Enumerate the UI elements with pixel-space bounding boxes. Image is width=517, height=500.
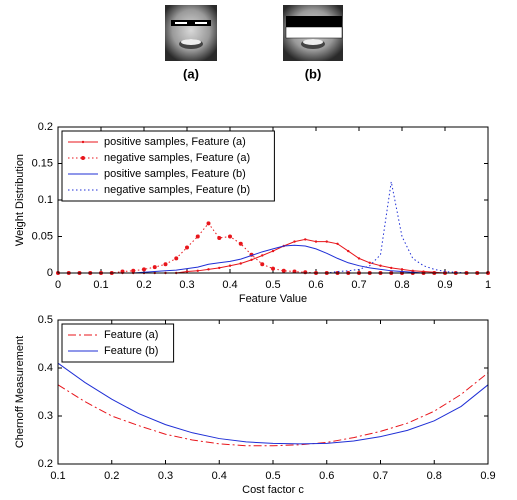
- point: [239, 262, 242, 265]
- series-line: [57, 372, 489, 447]
- x-tick-label: 0.6: [308, 279, 323, 291]
- legend-box: [61, 323, 175, 363]
- point: [206, 221, 211, 226]
- legend-label: negative samples, Feature (b): [104, 184, 250, 196]
- point: [152, 265, 157, 270]
- x-tick-label: 0.5: [265, 470, 280, 482]
- point: [325, 240, 328, 243]
- x-axis-label: Feature Value: [239, 293, 307, 305]
- face-b: [283, 5, 343, 61]
- face-a: [165, 5, 217, 61]
- x-tick-label: 0.8: [394, 279, 409, 291]
- point: [314, 240, 318, 243]
- panel-label: (b): [305, 66, 322, 81]
- y-axis-label: Chernoff Measurement: [14, 336, 26, 448]
- point: [207, 268, 210, 271]
- legend-label: positive samples, Feature (a): [104, 136, 246, 148]
- point: [261, 254, 264, 257]
- x-axis-label: Cost factor c: [242, 484, 304, 495]
- x-tick-label: 0.1: [93, 279, 108, 291]
- point: [218, 266, 221, 270]
- point: [142, 267, 146, 272]
- point: [271, 249, 275, 253]
- y-tick-label: 0.3: [38, 410, 53, 422]
- x-tick-label: 0.6: [319, 470, 334, 482]
- y-tick-label: 0.2: [38, 121, 53, 133]
- point: [185, 245, 189, 250]
- legend-marker: [81, 140, 85, 144]
- point: [238, 241, 243, 246]
- y-axis-label: Weight Distribution: [14, 154, 26, 246]
- series-line: [57, 362, 489, 445]
- point: [196, 269, 199, 273]
- y-tick-label: 0.2: [38, 458, 53, 470]
- x-tick-label: 0.2: [104, 470, 119, 482]
- x-tick-label: 0.7: [373, 470, 388, 482]
- x-tick-label: 0.3: [179, 279, 194, 291]
- point: [195, 234, 200, 239]
- x-tick-label: 0.9: [437, 279, 452, 291]
- series-line: [58, 222, 488, 274]
- plot-frame: [57, 319, 489, 465]
- y-tick-label: 0.5: [38, 314, 53, 326]
- point: [293, 240, 296, 243]
- point: [163, 262, 168, 267]
- legend-label: negative samples, Feature (a): [104, 152, 250, 164]
- x-tick-label: 0.4: [222, 279, 237, 291]
- point: [131, 268, 136, 273]
- x-tick-label: 0.8: [427, 470, 442, 482]
- x-tick-label: 0.4: [212, 470, 227, 482]
- x-tick-label: 0.1: [50, 470, 65, 482]
- x-tick-label: 0.9: [480, 470, 495, 482]
- legend-marker: [81, 156, 85, 160]
- plot-frame: [57, 126, 489, 274]
- legend-label: Feature (a): [104, 329, 158, 341]
- panel-label: (a): [183, 66, 199, 81]
- y-tick-label: 0: [47, 267, 53, 279]
- point: [260, 262, 265, 267]
- point: [271, 266, 275, 271]
- legend-label: positive samples, Feature (b): [104, 168, 246, 180]
- point: [228, 234, 232, 239]
- y-tick-label: 0.1: [38, 194, 53, 206]
- x-tick-label: 1: [485, 279, 491, 291]
- y-tick-label: 0.05: [32, 230, 53, 242]
- point: [379, 264, 382, 267]
- point: [336, 242, 339, 245]
- legend-label: Feature (b): [104, 345, 158, 357]
- point: [368, 261, 371, 264]
- x-tick-label: 0.5: [265, 279, 280, 291]
- point: [347, 249, 350, 253]
- point: [304, 238, 307, 241]
- x-tick-label: 0: [55, 279, 61, 291]
- point: [303, 270, 308, 275]
- point: [174, 256, 179, 261]
- point: [357, 257, 361, 260]
- point: [281, 268, 286, 273]
- legend-box: [61, 130, 275, 202]
- x-tick-label: 0.2: [136, 279, 151, 291]
- x-tick-label: 0.7: [351, 279, 366, 291]
- point: [228, 264, 232, 267]
- point: [390, 266, 393, 270]
- point: [400, 268, 404, 271]
- y-tick-label: 0.4: [38, 362, 53, 374]
- point: [217, 235, 222, 240]
- x-tick-label: 0.3: [158, 470, 173, 482]
- point: [185, 270, 189, 273]
- point: [250, 258, 253, 262]
- y-tick-label: 0.15: [32, 157, 53, 169]
